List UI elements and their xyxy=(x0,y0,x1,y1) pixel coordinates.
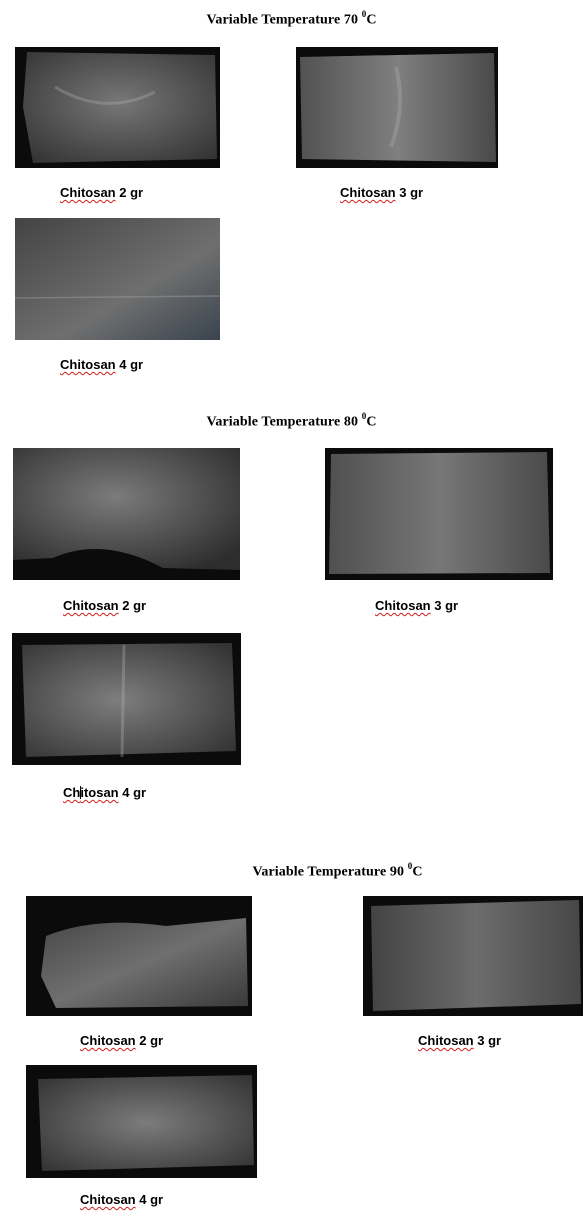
film-photo-80-2gr xyxy=(13,448,240,580)
caption-word-prefix: Ch xyxy=(63,785,81,800)
caption-amount: 3 gr xyxy=(430,598,459,613)
section-heading-80: Variable Temperature 80 0C xyxy=(0,411,583,431)
film-photo-70-3gr xyxy=(296,47,498,168)
caption-amount: 3 gr xyxy=(473,1033,502,1048)
film-photo-90-3gr xyxy=(363,896,583,1016)
caption-70-3gr: Chitosan 3 gr xyxy=(340,185,423,200)
film-photo-90-4gr xyxy=(26,1065,257,1178)
film-photo-80-4gr xyxy=(12,633,241,765)
caption-word: Chitosan xyxy=(60,357,116,372)
film-photo-90-2gr xyxy=(26,896,252,1016)
heading-text: Variable Temperature 80 xyxy=(206,414,362,430)
unit-label: C xyxy=(412,864,423,880)
caption-word: Chitosan xyxy=(340,185,396,200)
unit-label: C xyxy=(366,414,377,430)
degree-superscript: 0 xyxy=(361,411,367,421)
film-photo-70-4gr xyxy=(15,218,220,340)
text-cursor xyxy=(79,786,81,799)
degree-superscript: 0 xyxy=(361,9,367,19)
caption-80-2gr: Chitosan 2 gr xyxy=(63,598,146,613)
unit-label: C xyxy=(366,12,377,28)
caption-word: Chitosan xyxy=(80,1192,136,1207)
caption-word: Chitosan xyxy=(60,185,116,200)
caption-amount: 2 gr xyxy=(135,1033,164,1048)
caption-amount: 4 gr xyxy=(118,785,147,800)
caption-word-rest: itosan xyxy=(80,785,119,800)
caption-amount: 2 gr xyxy=(118,598,147,613)
caption-amount: 2 gr xyxy=(115,185,144,200)
film-photo-70-2gr xyxy=(15,47,220,168)
caption-80-4gr: Chitosan 4 gr xyxy=(63,785,146,800)
section-heading-90: Variable Temperature 90 0C xyxy=(46,861,583,881)
section-heading-70: Variable Temperature 70 0C xyxy=(0,9,583,29)
caption-90-3gr: Chitosan 3 gr xyxy=(418,1033,501,1048)
caption-amount: 3 gr xyxy=(395,185,424,200)
heading-text: Variable Temperature 90 xyxy=(252,864,408,880)
caption-90-2gr: Chitosan 2 gr xyxy=(80,1033,163,1048)
film-photo-80-3gr xyxy=(325,448,553,580)
caption-70-2gr: Chitosan 2 gr xyxy=(60,185,143,200)
caption-amount: 4 gr xyxy=(115,357,144,372)
caption-70-4gr: Chitosan 4 gr xyxy=(60,357,143,372)
degree-superscript: 0 xyxy=(407,861,413,871)
caption-word: Chitosan xyxy=(375,598,431,613)
caption-80-3gr: Chitosan 3 gr xyxy=(375,598,458,613)
caption-word: Chitosan xyxy=(80,1033,136,1048)
caption-word: Chitosan xyxy=(63,598,119,613)
caption-word: Chitosan xyxy=(418,1033,474,1048)
caption-90-4gr: Chitosan 4 gr xyxy=(80,1192,163,1207)
caption-amount: 4 gr xyxy=(135,1192,164,1207)
heading-text: Variable Temperature 70 xyxy=(206,12,362,28)
